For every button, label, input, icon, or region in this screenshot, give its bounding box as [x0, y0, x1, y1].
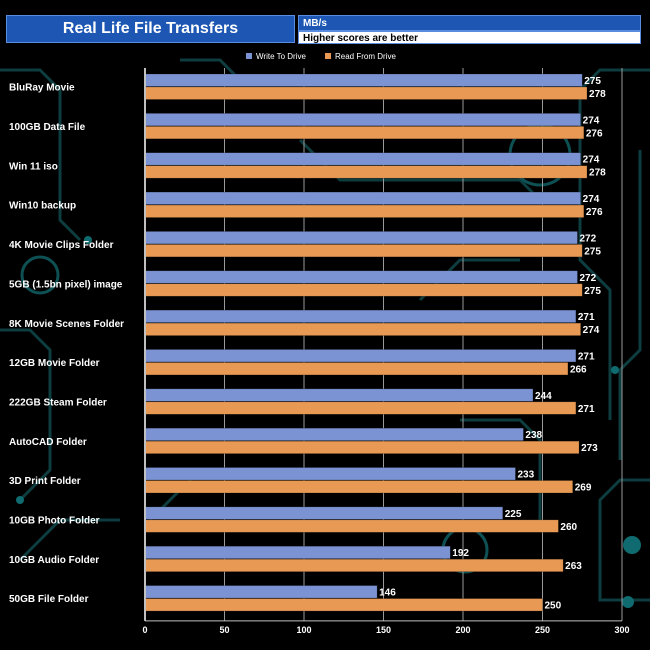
- value-label: 260: [560, 522, 577, 533]
- write-bar: [144, 73, 583, 87]
- read-bar: [144, 558, 564, 573]
- value-label: 275: [584, 76, 601, 87]
- read-bar: [144, 440, 580, 454]
- value-label: 274: [583, 325, 600, 336]
- category-label: 100GB Data File: [9, 122, 86, 133]
- x-tick-label: 300: [614, 625, 629, 635]
- value-label: 272: [579, 273, 596, 284]
- value-label: 192: [452, 548, 469, 559]
- value-label: 244: [535, 391, 552, 402]
- read-bar: [144, 362, 569, 376]
- value-label: 275: [584, 246, 601, 257]
- read-bar: [144, 86, 588, 100]
- legend-label-write: Write To Drive: [256, 52, 306, 61]
- write-bar: [144, 349, 577, 363]
- value-label: 274: [583, 194, 600, 205]
- read-bar: [144, 598, 543, 612]
- value-label: 146: [379, 588, 396, 599]
- x-tick-label: 0: [142, 625, 147, 635]
- unit-label: MB/s: [298, 15, 641, 31]
- value-label: 271: [578, 351, 595, 362]
- value-label: 238: [525, 430, 542, 441]
- read-bar: [144, 204, 585, 218]
- read-bar: [144, 401, 577, 415]
- value-label: 272: [579, 233, 596, 244]
- write-bar: [144, 585, 378, 599]
- scoring-note: Higher scores are better: [298, 31, 641, 44]
- value-label: 273: [581, 443, 598, 454]
- x-tick-label: 50: [219, 625, 229, 635]
- write-bar: [144, 191, 581, 205]
- read-bar: [144, 322, 581, 336]
- value-label: 250: [545, 601, 562, 612]
- category-label: 50GB File Folder: [9, 594, 89, 605]
- category-label: 3D Print Folder: [9, 476, 81, 487]
- read-bar: [144, 244, 583, 258]
- read-bar: [144, 165, 588, 179]
- value-label: 233: [517, 470, 534, 481]
- category-label: 8K Movie Scenes Folder: [9, 319, 124, 330]
- category-label: 10GB Photo Folder: [9, 516, 100, 527]
- x-tick-label: 250: [535, 625, 550, 635]
- value-label: 274: [583, 115, 600, 126]
- read-bar: [144, 126, 585, 140]
- category-label: 4K Movie Clips Folder: [9, 240, 114, 251]
- write-bar: [144, 427, 524, 441]
- legend-swatch-read: [325, 53, 331, 59]
- write-bar: [144, 270, 578, 284]
- value-label: 278: [589, 89, 606, 100]
- write-bar: [144, 309, 577, 323]
- value-label: 276: [586, 128, 603, 139]
- x-tick-label: 100: [296, 625, 311, 635]
- legend-swatch-write: [246, 53, 252, 59]
- category-label: 10GB Audio Folder: [9, 555, 99, 566]
- write-bar: [144, 467, 516, 481]
- category-label: AutoCAD Folder: [9, 437, 87, 448]
- legend: Write To Drive Read From Drive: [246, 52, 396, 61]
- read-bar: [144, 519, 559, 533]
- category-label: 12GB Movie Folder: [9, 358, 100, 369]
- legend-label-read: Read From Drive: [335, 52, 396, 61]
- write-bar: [144, 545, 451, 560]
- read-bar: [144, 480, 574, 494]
- write-bar: [144, 152, 581, 166]
- x-tick-label: 200: [455, 625, 470, 635]
- write-bar: [144, 113, 581, 127]
- value-label: 271: [578, 404, 595, 415]
- chart-title: Real Life File Transfers: [6, 15, 295, 43]
- value-label: 275: [584, 286, 601, 297]
- write-bar: [144, 388, 534, 402]
- value-label: 278: [589, 168, 606, 179]
- value-label: 263: [565, 561, 582, 572]
- read-bar: [144, 283, 583, 297]
- category-label: Win10 backup: [9, 201, 76, 212]
- x-tick-label: 150: [376, 625, 391, 635]
- category-label: Win 11 iso: [9, 161, 58, 172]
- write-bar: [144, 506, 504, 520]
- value-label: 274: [583, 155, 600, 166]
- value-label: 225: [505, 509, 522, 520]
- value-label: 266: [570, 364, 587, 375]
- category-label: BluRay Movie: [9, 83, 75, 94]
- value-label: 271: [578, 312, 595, 323]
- value-label: 269: [575, 483, 592, 494]
- category-label: 5GB (1.5bn pixel) image: [9, 279, 123, 290]
- category-label: 222GB Steam Folder: [9, 397, 107, 408]
- write-bar: [144, 231, 578, 245]
- value-label: 276: [586, 207, 603, 218]
